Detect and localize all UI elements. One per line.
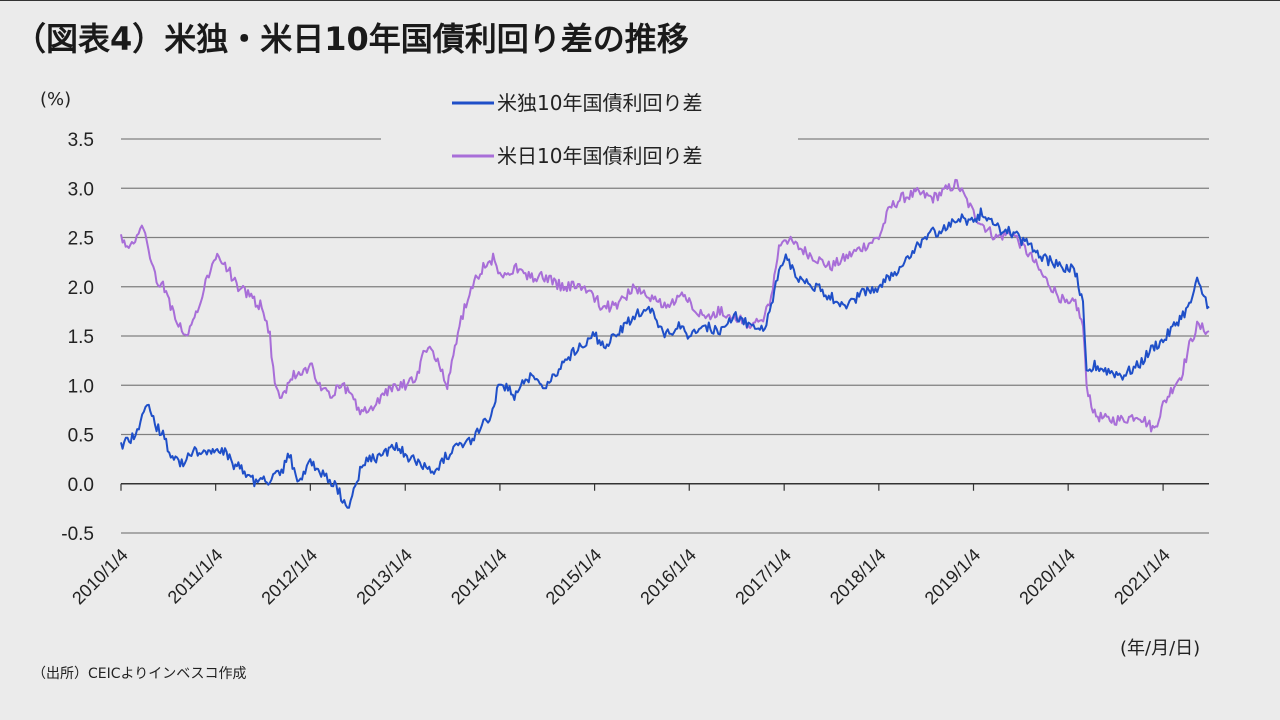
x-tick-label: 2019/1/4 [921,545,985,609]
y-tick-label: 1.5 [68,327,94,348]
y-tick-label: 0.5 [68,426,94,447]
x-axis-unit: (年/月/日) [1120,638,1200,659]
x-tick-label: 2012/1/4 [257,545,321,609]
y-tick-label: 0.0 [68,475,94,496]
x-tick-label: 2010/1/4 [68,545,132,609]
x-tick-label: 2015/1/4 [542,545,606,609]
y-tick-label: 3.5 [68,130,94,151]
top-rule [0,0,1280,1]
x-tick-label: 2020/1/4 [1015,545,1079,609]
y-tick-label: -0.5 [61,524,94,545]
legend-label-2: 米日10年国債利回り差 [497,144,702,168]
x-tick-label: 2021/1/4 [1110,545,1174,609]
y-axis-ticks: 3.5 3.0 2.5 2.0 1.5 1.0 0.5 0.0 -0.5 [61,130,94,545]
x-tick-label: 2017/1/4 [731,545,795,609]
y-tick-label: 2.0 [68,278,94,299]
x-tick-label: 2014/1/4 [447,545,511,609]
x-tick-label: 2013/1/4 [352,545,416,609]
chart-title: （図表4）米独・米日10年国債利回り差の推移 [14,20,689,58]
series-line-1 [120,207,1210,509]
y-tick-label: 2.5 [68,229,94,250]
x-axis: 2010/1/4 2011/1/4 2012/1/4 2013/1/4 2014/1/4… [68,483,1209,609]
x-tick-label: 2011/1/4 [164,545,227,608]
y-tick-label: 1.0 [68,376,94,397]
x-tick-label: 2018/1/4 [826,545,890,609]
x-tick-label: 2016/1/4 [636,545,700,609]
source-note: （出所）CEICよりインベスコ作成 [32,666,247,682]
series-lines [120,178,1210,509]
y-axis-unit: (%) [40,89,71,110]
series-line-2 [120,178,1210,433]
y-tick-label: 3.0 [68,179,94,200]
legend-label-1: 米独10年国債利回り差 [497,91,702,115]
